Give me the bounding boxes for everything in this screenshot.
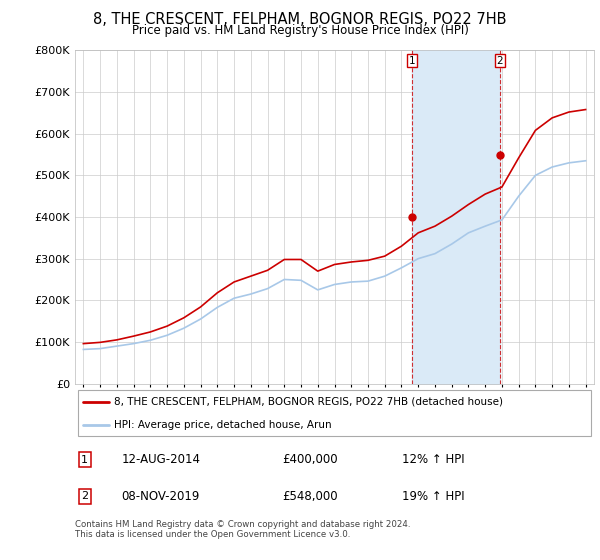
Text: 12-AUG-2014: 12-AUG-2014: [122, 454, 201, 466]
Text: 1: 1: [409, 56, 415, 66]
Text: 1: 1: [81, 455, 88, 465]
Text: Price paid vs. HM Land Registry's House Price Index (HPI): Price paid vs. HM Land Registry's House …: [131, 24, 469, 36]
Text: 8, THE CRESCENT, FELPHAM, BOGNOR REGIS, PO22 7HB: 8, THE CRESCENT, FELPHAM, BOGNOR REGIS, …: [93, 12, 507, 27]
Text: 2: 2: [81, 491, 88, 501]
Text: 08-NOV-2019: 08-NOV-2019: [122, 490, 200, 503]
Text: HPI: Average price, detached house, Arun: HPI: Average price, detached house, Arun: [114, 419, 332, 430]
Text: £400,000: £400,000: [283, 454, 338, 466]
Text: Contains HM Land Registry data © Crown copyright and database right 2024.
This d: Contains HM Land Registry data © Crown c…: [75, 520, 410, 539]
Text: 8, THE CRESCENT, FELPHAM, BOGNOR REGIS, PO22 7HB (detached house): 8, THE CRESCENT, FELPHAM, BOGNOR REGIS, …: [114, 397, 503, 407]
Text: 19% ↑ HPI: 19% ↑ HPI: [402, 490, 464, 503]
FancyBboxPatch shape: [77, 390, 592, 436]
Text: 2: 2: [496, 56, 503, 66]
Text: £548,000: £548,000: [283, 490, 338, 503]
Text: 12% ↑ HPI: 12% ↑ HPI: [402, 454, 464, 466]
